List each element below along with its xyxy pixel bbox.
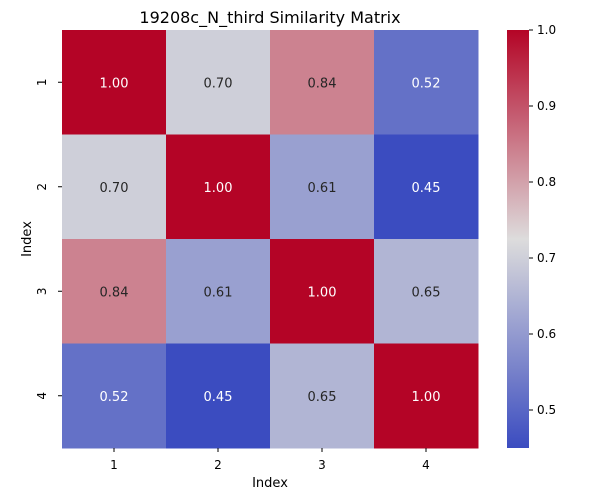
x-tick-label-1: 1 <box>110 458 118 472</box>
y-tick-label-2: 2 <box>35 183 49 191</box>
y-tick-label-4: 4 <box>35 392 49 400</box>
heatmap-cell-r3-c1 <box>62 239 167 344</box>
heatmap-cell-r3-c3 <box>270 239 375 344</box>
x-axis-label: Index <box>252 476 288 491</box>
y-axis-ticks: 1 2 3 4 <box>35 78 62 400</box>
heatmap-cell-r4-c3 <box>270 343 375 449</box>
heatmap-cell-r1-c2 <box>166 30 271 135</box>
heatmap-cell-r2-c4 <box>374 134 479 240</box>
colorbar-tick-label: 0.5 <box>537 403 556 417</box>
heatmap-cell-r4-c4 <box>374 343 479 449</box>
colorbar <box>507 30 529 448</box>
heatmap-cell-r2-c1 <box>62 134 167 240</box>
heatmap-cell-r1-c4 <box>374 30 479 135</box>
y-tick-label-3: 3 <box>35 287 49 295</box>
cell-value-label-r4-c1: 0.52 <box>100 390 129 405</box>
colorbar-ticks: 0.5 0.6 0.7 0.8 0.9 1.0 <box>529 23 556 417</box>
cell-value-label-r1-c2: 0.70 <box>204 76 233 91</box>
cell-value-label-r4-c2: 0.45 <box>204 390 233 405</box>
heatmap-cell-r2-c3 <box>270 134 375 240</box>
cell-value-label-r4-c4: 1.00 <box>412 390 441 405</box>
cell-value-label-r1-c1: 1.00 <box>100 76 129 91</box>
colorbar-tick-label: 1.0 <box>537 23 556 37</box>
heatmap-cell-r3-c4 <box>374 239 479 344</box>
x-tick-label-3: 3 <box>318 458 326 472</box>
colorbar-tick-label: 0.9 <box>537 99 556 113</box>
heatmap-cell-r4-c2 <box>166 343 271 449</box>
heatmap-cells <box>62 30 479 449</box>
heatmap-cell-labels: 1.00 0.70 0.84 0.52 0.70 1.00 0.61 0.45 0.84 0.61… <box>100 76 441 405</box>
cell-value-label-r3-c3: 1.00 <box>308 285 337 300</box>
cell-value-label-r2-c4: 0.45 <box>412 181 441 196</box>
cell-value-label-r3-c4: 0.65 <box>412 285 441 300</box>
heatmap-cell-r2-c2 <box>166 134 271 240</box>
cell-value-label-r4-c3: 0.65 <box>308 390 337 405</box>
cell-value-label-r1-c3: 0.84 <box>308 76 337 91</box>
cell-value-label-r2-c3: 0.61 <box>308 181 337 196</box>
heatmap-cell-r4-c1 <box>62 343 167 449</box>
cell-value-label-r2-c1: 0.70 <box>100 181 129 196</box>
chart-title: 19208c_N_third Similarity Matrix <box>139 8 400 28</box>
colorbar-tick-label: 0.6 <box>537 327 556 341</box>
y-axis-label: Index <box>20 221 35 257</box>
x-axis-ticks: 1 2 3 4 <box>110 448 430 472</box>
heatmap-cell-r3-c2 <box>166 239 271 344</box>
colorbar-tick-label: 0.8 <box>537 175 556 189</box>
cell-value-label-r3-c1: 0.84 <box>100 285 129 300</box>
cell-value-label-r3-c2: 0.61 <box>204 285 233 300</box>
colorbar-tick-label: 0.7 <box>537 251 556 265</box>
cell-value-label-r2-c2: 1.00 <box>204 181 233 196</box>
heatmap-cell-r1-c1 <box>62 30 167 135</box>
x-tick-label-2: 2 <box>214 458 222 472</box>
x-tick-label-4: 4 <box>422 458 430 472</box>
cell-value-label-r1-c4: 0.52 <box>412 76 441 91</box>
heatmap-cell-r1-c3 <box>270 30 375 135</box>
y-tick-label-1: 1 <box>35 78 49 86</box>
